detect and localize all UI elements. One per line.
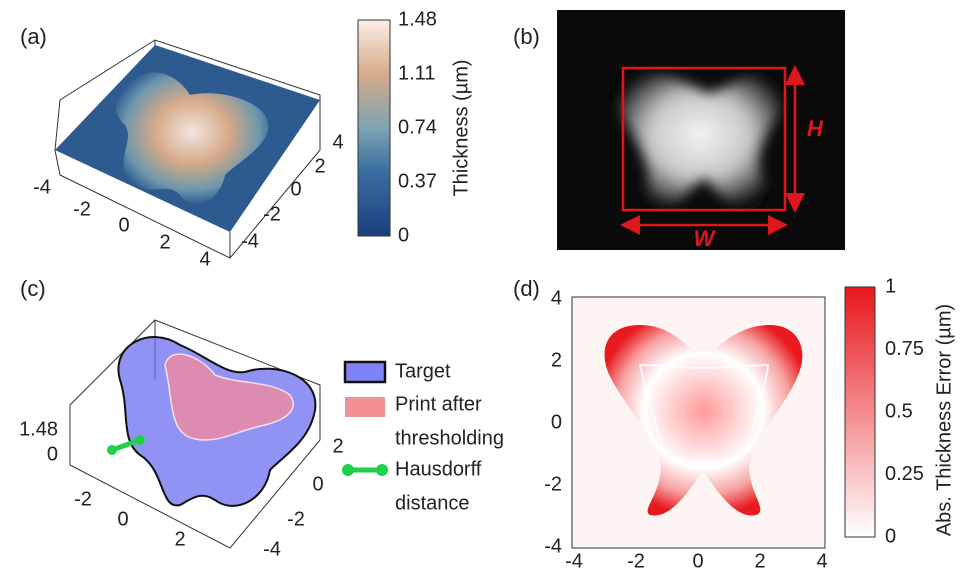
colorbar-tick-label: 0.75: [885, 338, 924, 360]
legend-label: Target: [395, 360, 451, 382]
y-tick-label: -4: [263, 538, 281, 560]
colorbar-tick-label: 0: [398, 224, 409, 246]
y-tick-label: 2: [314, 155, 325, 177]
colorbar-tick-label: 0.37: [398, 170, 437, 192]
colorbar-tick-label: 1: [885, 275, 896, 297]
y-tick-label: -4: [241, 230, 259, 252]
x-tick-label: 2: [159, 231, 170, 253]
width-label: W: [694, 226, 717, 251]
colorbar-d: [845, 287, 875, 537]
colorbar-tick-label: 1.11: [398, 62, 435, 84]
x-tick-label: 2: [174, 528, 185, 550]
y-tick-label: 2: [332, 435, 343, 457]
y-tick-label: 0: [290, 178, 301, 200]
x-tick-label: 0: [118, 214, 129, 236]
x-tick-label: -4: [565, 550, 583, 572]
colorbar-tick-label: 0.25: [885, 463, 924, 485]
x-tick-label: 0: [692, 550, 703, 572]
colorbar-label: Thickness (µm): [450, 59, 472, 196]
x-tick-label: 0: [117, 508, 128, 530]
z-tick-label: 0: [47, 443, 58, 465]
x-tick-label: -2: [74, 488, 92, 510]
panel-a-plot: [55, 40, 320, 258]
colorbar-tick-label: 0.5: [885, 400, 913, 422]
height-label: H: [807, 116, 824, 141]
x-tick-label: -4: [33, 176, 51, 198]
y-tick-label: 4: [551, 287, 562, 309]
x-tick-label: -2: [73, 198, 91, 220]
legend-label: distance: [395, 492, 470, 514]
panel-d-plot: [572, 297, 825, 548]
y-tick-label: -2: [287, 508, 305, 530]
panel-b-image: [557, 10, 845, 250]
colorbar-a: [358, 20, 390, 236]
legend-label: Hausdorff: [395, 458, 482, 480]
x-tick-label: -2: [627, 550, 645, 572]
legend-label: Print after: [395, 393, 482, 415]
y-tick-label: 2: [551, 349, 562, 371]
x-tick-label: 4: [816, 550, 827, 572]
panel-label: (d): [513, 276, 540, 301]
colorbar-tick-label: 1.48: [398, 8, 437, 30]
y-tick-label: -2: [544, 473, 562, 495]
colorbar-tick-label: 0: [885, 525, 896, 547]
panel-label: (b): [513, 24, 540, 49]
panel-label: (a): [20, 24, 47, 49]
x-tick-label: 2: [754, 550, 765, 572]
colorbar-label: Abs. Thickness Error (µm): [933, 304, 955, 536]
y-tick-label: -2: [263, 203, 281, 225]
colorbar-tick-label: 0.74: [398, 116, 437, 138]
x-tick-label: 4: [199, 248, 210, 270]
y-tick-label: 4: [332, 131, 343, 153]
y-tick-label: 0: [551, 411, 562, 433]
y-tick-label: 0: [312, 473, 323, 495]
panel-label: (c): [20, 276, 46, 301]
legend-label: thresholding: [395, 427, 504, 449]
z-tick-label: 1.48: [19, 418, 58, 440]
figure: (a)(b)(c)(d)-4-2024420-2-41.481.110.740.…: [0, 0, 960, 573]
y-tick-label: -4: [544, 535, 562, 557]
